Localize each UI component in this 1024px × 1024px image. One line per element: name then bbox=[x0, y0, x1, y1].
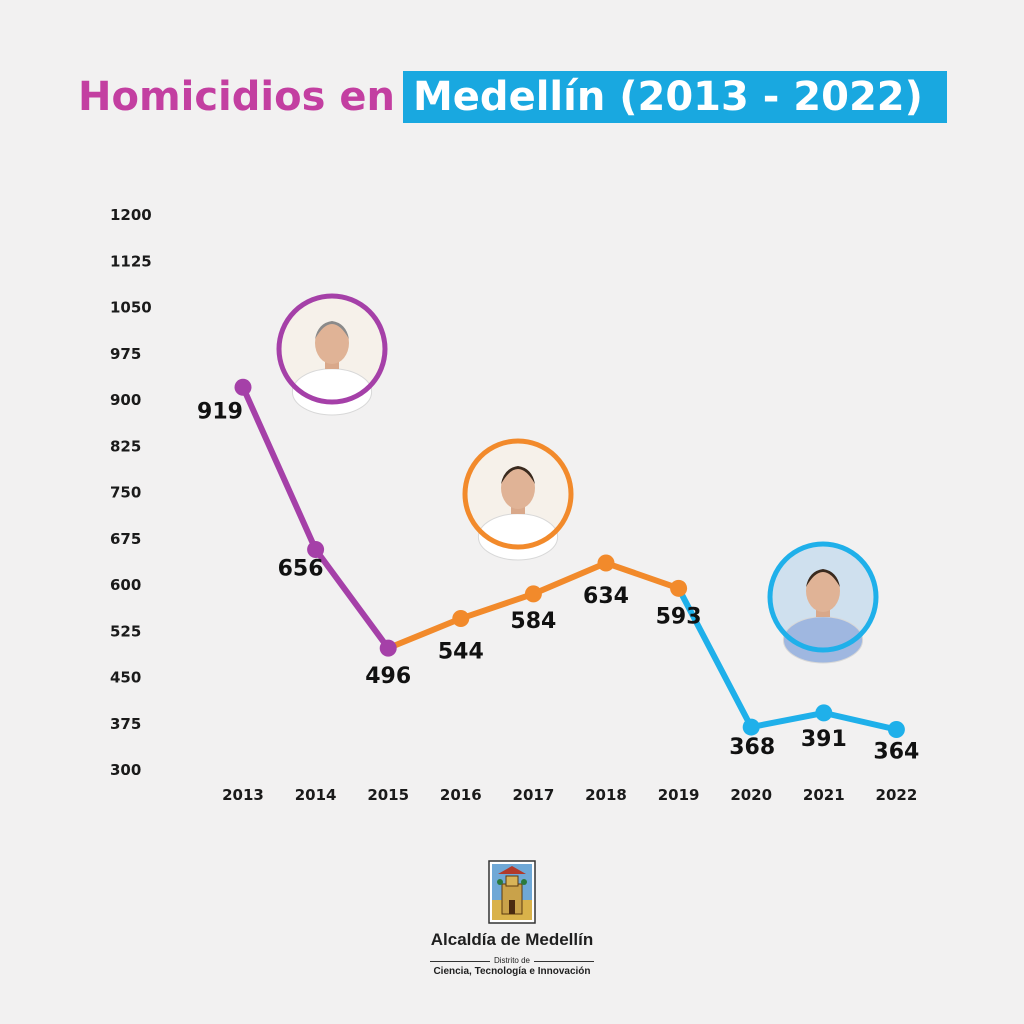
portrait-1 bbox=[276, 293, 388, 416]
data-label: 919 bbox=[197, 399, 243, 424]
data-label: 634 bbox=[583, 584, 629, 609]
y-tick-label: 900 bbox=[110, 391, 141, 409]
x-tick-label: 2016 bbox=[440, 786, 482, 804]
data-label: 364 bbox=[873, 740, 919, 765]
y-tick-label: 450 bbox=[110, 669, 141, 687]
x-tick-label: 2022 bbox=[876, 786, 918, 804]
title-part-2: Medellín (2013 - 2022) bbox=[403, 71, 947, 123]
footer: Alcaldía de Medellín Distrito de Ciencia… bbox=[412, 860, 612, 980]
portrait-2 bbox=[462, 438, 574, 561]
data-label: 593 bbox=[656, 604, 702, 629]
y-tick-label: 300 bbox=[110, 761, 141, 779]
y-tick-label: 1200 bbox=[110, 206, 152, 224]
data-point bbox=[597, 554, 615, 572]
data-label: 496 bbox=[365, 664, 411, 689]
series-line-segment bbox=[675, 585, 900, 733]
y-tick-label: 675 bbox=[110, 530, 141, 548]
x-tick-label: 2018 bbox=[585, 786, 627, 804]
data-point bbox=[742, 718, 760, 736]
data-point bbox=[887, 721, 905, 739]
x-tick-label: 2014 bbox=[295, 786, 337, 804]
data-point bbox=[452, 610, 470, 628]
portrait-hair bbox=[806, 569, 840, 587]
portrait-hair bbox=[501, 466, 535, 484]
x-tick-label: 2013 bbox=[222, 786, 264, 804]
org-district: Distrito de bbox=[493, 956, 530, 965]
org-tagline: Ciencia, Tecnología e Innovación bbox=[433, 966, 591, 977]
x-tick-label: 2020 bbox=[730, 786, 772, 804]
x-tick-label: 2015 bbox=[367, 786, 409, 804]
x-tick-label: 2019 bbox=[658, 786, 700, 804]
portrait-head bbox=[315, 322, 349, 364]
portrait-3 bbox=[767, 541, 879, 664]
series-line-segment bbox=[385, 560, 682, 652]
data-point bbox=[307, 540, 325, 558]
portrait-ring bbox=[462, 438, 574, 550]
data-label: 544 bbox=[438, 640, 484, 665]
y-tick-label: 1050 bbox=[110, 299, 152, 317]
y-tick-label: 825 bbox=[110, 437, 141, 455]
y-tick-label: 525 bbox=[110, 622, 141, 640]
y-tick-label: 375 bbox=[110, 715, 141, 733]
y-tick-label: 600 bbox=[110, 576, 141, 594]
x-tick-label: 2021 bbox=[803, 786, 845, 804]
data-label: 368 bbox=[729, 735, 775, 760]
series-line-segment bbox=[240, 384, 392, 652]
x-tick-label: 2017 bbox=[513, 786, 555, 804]
chart-title: Homicidios en Medellín (2013 - 2022) bbox=[0, 66, 1024, 128]
portrait-head bbox=[806, 570, 840, 612]
data-label: 391 bbox=[801, 727, 847, 752]
data-point bbox=[234, 378, 252, 396]
y-tick-label: 1125 bbox=[110, 252, 152, 270]
district-line: Distrito de bbox=[430, 956, 594, 966]
y-tick-label: 975 bbox=[110, 345, 141, 363]
data-label: 584 bbox=[510, 609, 556, 634]
title-part-1: Homicidios en bbox=[78, 74, 395, 120]
data-point bbox=[524, 585, 542, 603]
city-coat-of-arms-icon bbox=[488, 860, 536, 924]
portrait-ring bbox=[276, 293, 388, 405]
y-tick-label: 750 bbox=[110, 484, 141, 502]
portrait-hair bbox=[315, 321, 349, 339]
portrait-ring bbox=[767, 541, 879, 653]
org-name: Alcaldía de Medellín bbox=[430, 930, 594, 949]
data-point bbox=[379, 639, 397, 657]
data-label: 656 bbox=[278, 556, 324, 581]
data-point bbox=[815, 704, 833, 722]
data-point bbox=[670, 579, 688, 597]
portrait-head bbox=[501, 467, 535, 509]
